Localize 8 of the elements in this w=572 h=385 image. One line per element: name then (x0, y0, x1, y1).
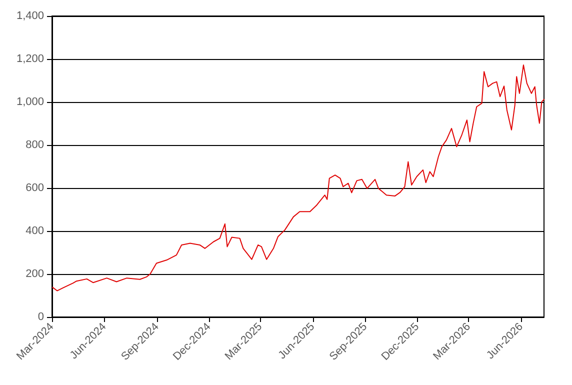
y-tick-label: 1,200 (16, 53, 44, 65)
y-tick-label: 200 (26, 268, 44, 280)
y-tick-label: 0 (38, 311, 44, 323)
y-tick-label: 400 (26, 225, 44, 237)
y-tick-label: 1,400 (16, 10, 44, 22)
y-tick-label: 1,000 (16, 96, 44, 108)
y-tick-label: 800 (26, 139, 44, 151)
y-tick-label: 600 (26, 182, 44, 194)
